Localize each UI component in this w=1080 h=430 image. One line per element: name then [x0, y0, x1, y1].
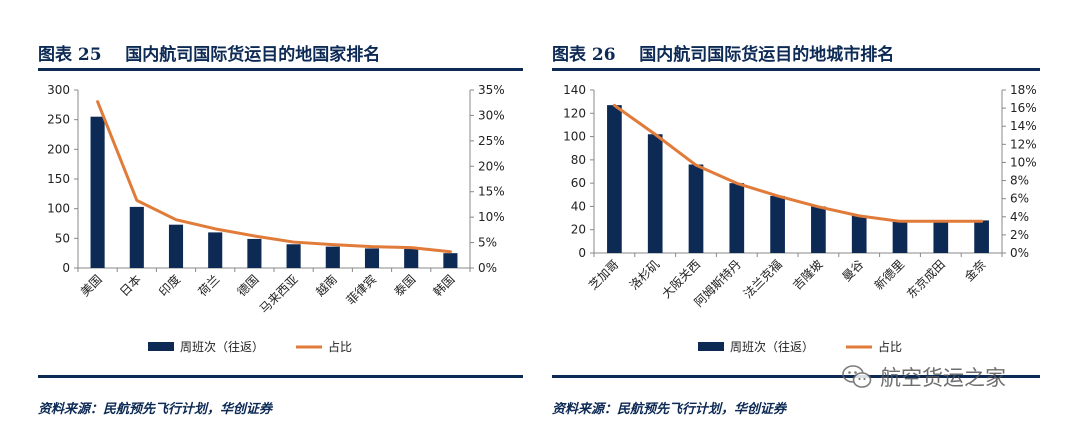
x-category-label: 日本	[117, 272, 144, 299]
x-category-label: 越南	[312, 272, 340, 300]
bar	[933, 221, 949, 253]
bar	[770, 195, 785, 253]
legend-line-label: 占比	[878, 339, 902, 354]
legend-line-label: 占比	[328, 339, 352, 354]
bar	[607, 105, 622, 253]
bottom-rule	[552, 375, 1040, 378]
bar	[364, 248, 380, 268]
y-left-tick-label: 250	[47, 113, 70, 127]
bar	[688, 164, 704, 253]
watermark-text: 航空货运之家	[880, 366, 1006, 390]
bar	[168, 224, 184, 268]
y-right-tick-label: 4%	[1010, 210, 1029, 224]
y-left-tick-label: 60	[571, 176, 586, 190]
y-right-tick-label: 0%	[1010, 246, 1029, 260]
x-category-label: 印度	[156, 272, 184, 300]
bar	[325, 246, 340, 268]
source-note: 资料来源：民航预先飞行计划，华创证券	[552, 402, 787, 417]
bar	[247, 238, 262, 268]
bar	[286, 244, 301, 268]
y-right-tick-label: 5%	[478, 236, 497, 250]
bar	[974, 220, 989, 253]
y-right-tick-label: 20%	[478, 159, 505, 173]
x-category-label: 吉隆坡	[789, 257, 825, 293]
bar	[90, 116, 105, 268]
y-right-tick-label: 30%	[478, 108, 505, 122]
chart-city-ranking: 0 20 40 60 80 100 120 140 0% 2% 4% 6% 8% 10% 12% 14% 16%…	[563, 83, 1037, 354]
figure-title: 图表 25 国内航司国际货运目的地国家排名	[38, 40, 380, 65]
y-left-tick-label: 300	[47, 83, 70, 97]
y-right-tick-label: 16%	[1010, 101, 1037, 115]
y-right-tick-label: 18%	[1010, 83, 1037, 97]
x-category-label: 法兰克福	[740, 257, 785, 302]
y-right-tick-label: 10%	[1010, 155, 1037, 169]
y-left-tick-label: 50	[55, 231, 70, 245]
title-rule	[38, 68, 523, 71]
bar	[647, 134, 663, 253]
y-left-tick-label: 150	[47, 172, 70, 186]
bar	[811, 206, 826, 253]
x-category-label: 芝加哥	[585, 257, 621, 293]
x-category-label: 泰国	[391, 272, 418, 299]
share-line	[612, 103, 984, 223]
chart-country-ranking: 0 50 100 150 200 250 300 0% 5% 10% 15% 20% 25% 30% 35%…	[47, 83, 505, 354]
y-left-tick-label: 0	[578, 246, 586, 260]
y-left-tick-label: 100	[47, 202, 70, 216]
figure-title: 图表 26 国内航司国际货运目的地城市排名	[552, 40, 894, 65]
y-left-tick-label: 200	[47, 142, 70, 156]
y-left-tick-label: 0	[62, 261, 70, 275]
watermark: 航空货运之家	[842, 360, 1006, 394]
x-category-label: 韩国	[430, 272, 458, 300]
figure-title-text: 国内航司国际货运目的地城市排名	[639, 45, 895, 65]
title-rule	[552, 68, 1040, 71]
bar	[729, 183, 745, 253]
bar	[404, 249, 419, 268]
legend-bar-label: 周班次（往返）	[730, 339, 814, 354]
bar	[443, 253, 458, 268]
x-category-label: 德国	[234, 272, 262, 300]
x-category-label: 新德里	[871, 257, 907, 293]
y-left-tick-label: 100	[563, 130, 586, 144]
y-left-tick-label: 40	[571, 199, 586, 213]
x-category-label: 东京成田	[904, 257, 948, 301]
y-right-tick-label: 0%	[478, 261, 497, 275]
bar	[208, 232, 223, 268]
x-category-label: 菲律宾	[343, 272, 379, 308]
figure-title-text: 国内航司国际货运目的地国家排名	[125, 45, 381, 65]
x-category-label: 美国	[78, 272, 105, 299]
x-category-label: 洛杉矶	[626, 257, 662, 293]
y-right-tick-label: 35%	[478, 83, 505, 97]
y-right-tick-label: 8%	[1010, 174, 1029, 188]
y-right-tick-label: 25%	[478, 134, 505, 148]
x-category-label: 金奈	[961, 257, 989, 285]
y-right-tick-label: 10%	[478, 210, 505, 224]
bar	[851, 215, 867, 253]
x-category-label: 马来西亚	[257, 272, 301, 316]
bar	[892, 221, 908, 253]
y-right-tick-label: 14%	[1010, 119, 1037, 133]
x-category-label: 曼谷	[839, 257, 866, 284]
legend-bar-label: 周班次（往返）	[180, 339, 264, 354]
bar	[129, 206, 144, 268]
y-right-tick-label: 2%	[1010, 228, 1029, 242]
source-note: 资料来源：民航预先飞行计划，华创证券	[38, 402, 273, 417]
legend-bar-swatch	[698, 342, 724, 351]
bottom-rule	[38, 375, 523, 378]
y-left-tick-label: 80	[571, 153, 586, 167]
y-right-tick-label: 6%	[1010, 192, 1029, 206]
y-right-tick-label: 12%	[1010, 137, 1037, 151]
y-left-tick-label: 120	[563, 106, 586, 120]
y-left-tick-label: 20	[571, 223, 586, 237]
figure-label: 图表 26	[552, 45, 616, 65]
y-right-tick-label: 15%	[478, 185, 505, 199]
x-category-label: 荷兰	[195, 272, 222, 299]
legend-bar-swatch	[148, 342, 174, 351]
wechat-icon	[842, 365, 872, 388]
share-line	[96, 100, 452, 254]
figure-label: 图表 25	[38, 45, 102, 65]
y-left-tick-label: 140	[563, 83, 586, 97]
